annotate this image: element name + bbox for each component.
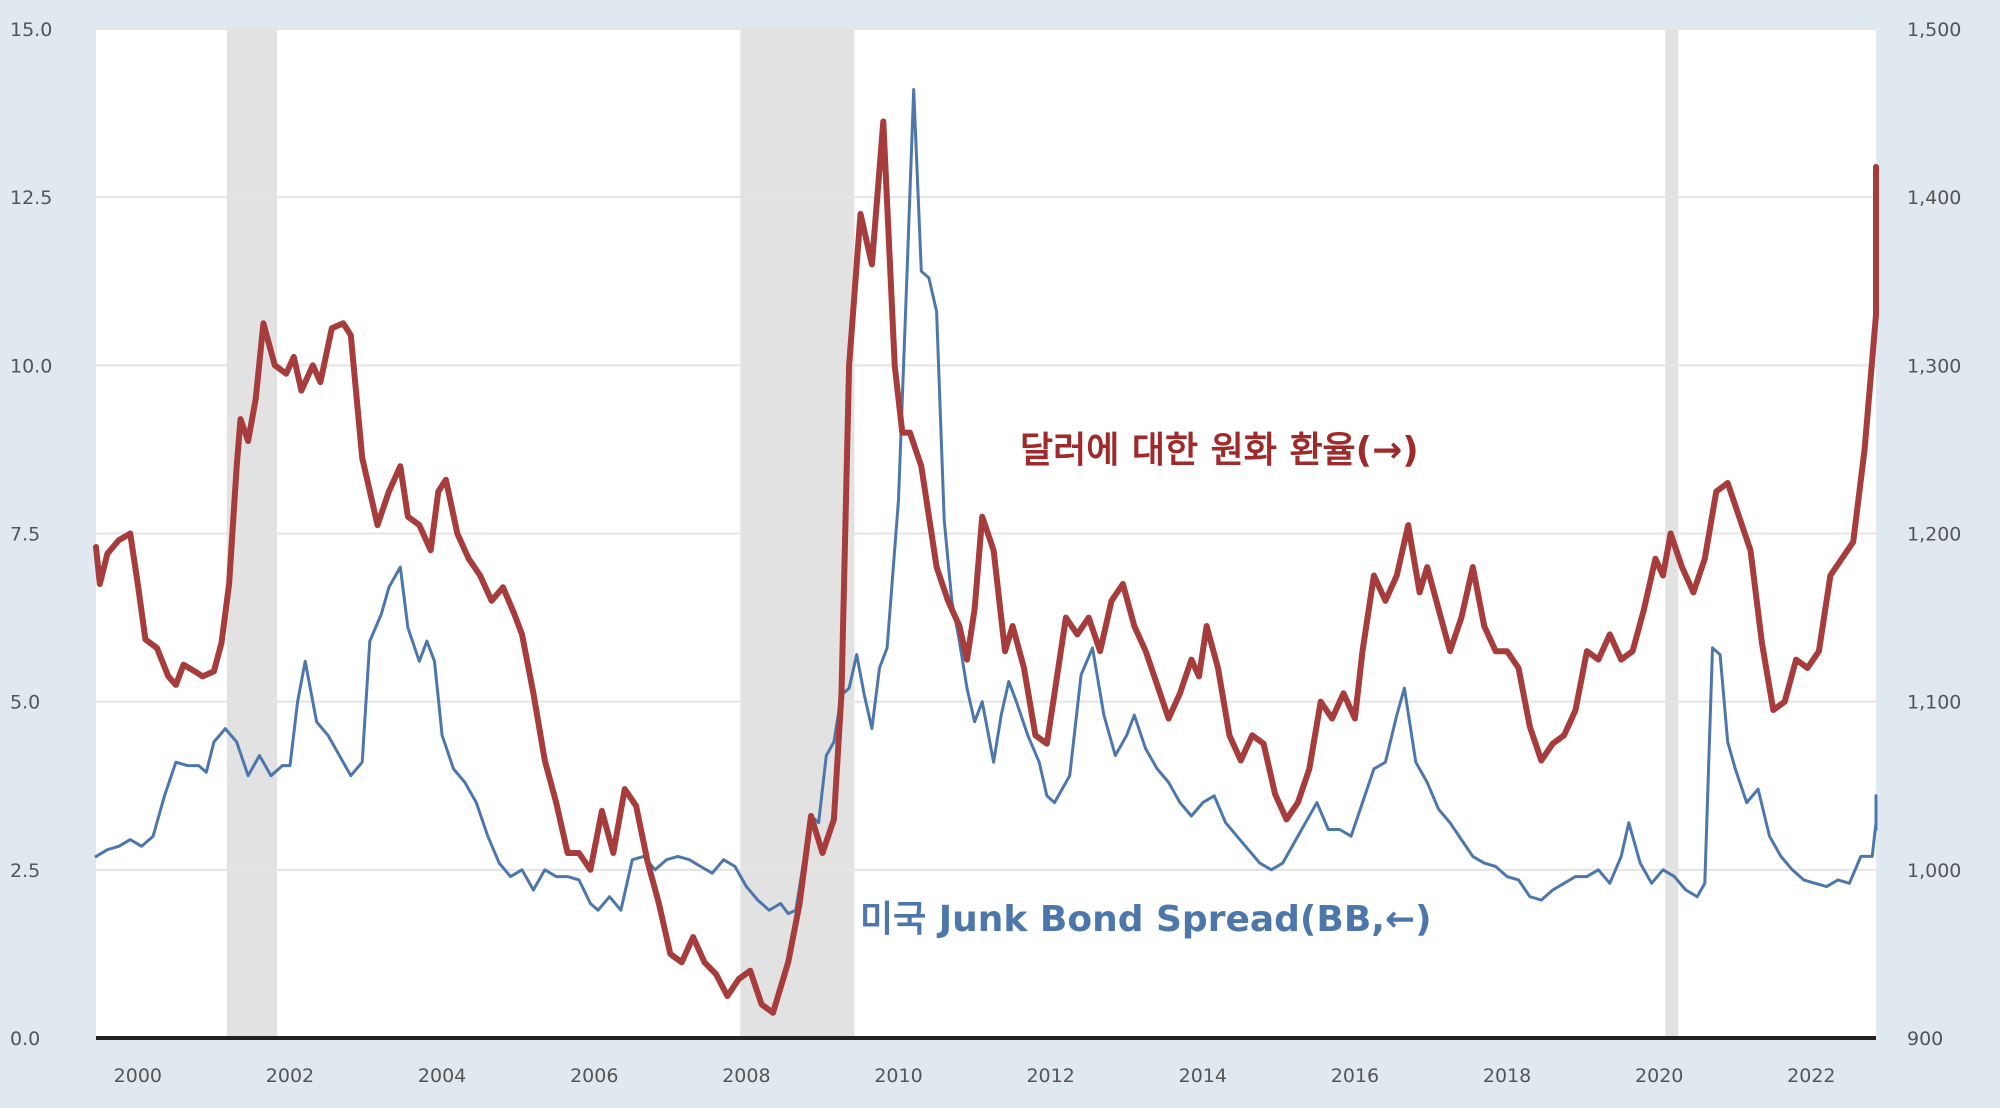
- y-left-tick-label: 15.0: [10, 19, 52, 41]
- y-left-tick-label: 0.0: [10, 1028, 40, 1050]
- x-tick-label: 2002: [266, 1065, 314, 1087]
- x-tick-label: 2000: [114, 1065, 162, 1087]
- y-right-tick-label: 1,200: [1907, 524, 1961, 546]
- x-tick-label: 2020: [1635, 1065, 1683, 1087]
- x-tick-label: 2022: [1787, 1065, 1835, 1087]
- x-tick-label: 2004: [418, 1065, 466, 1087]
- y-left-tick-label: 10.0: [10, 355, 52, 377]
- x-tick-label: 2006: [570, 1065, 618, 1087]
- red-series-label: 달러에 대한 원화 환율(→): [1020, 430, 1419, 471]
- x-tick-label: 2014: [1179, 1065, 1227, 1087]
- x-tick-label: 2008: [722, 1065, 770, 1087]
- y-left-tick-label: 2.5: [10, 860, 40, 882]
- blue-series-label: 미국 Junk Bond Spread(BB,←): [860, 899, 1432, 940]
- y-left-tick-label: 12.5: [10, 187, 52, 209]
- x-tick-label: 2018: [1483, 1065, 1531, 1087]
- x-tick-label: 2012: [1026, 1065, 1074, 1087]
- x-tick-label: 2010: [874, 1065, 922, 1087]
- y-right-tick-label: 900: [1907, 1028, 1943, 1050]
- y-right-tick-label: 1,100: [1907, 692, 1961, 714]
- y-right-tick-label: 1,400: [1907, 187, 1961, 209]
- y-right-tick-label: 1,500: [1907, 19, 1961, 41]
- junk-bond-spread-line: [94, 88, 1878, 916]
- y-left-tick-label: 5.0: [10, 692, 40, 714]
- krw-usd-exchange-rate-line: [93, 118, 1879, 1016]
- y-right-tick-label: 1,300: [1907, 355, 1961, 377]
- y-left-tick-label: 7.5: [10, 524, 40, 546]
- y-right-tick-label: 1,000: [1907, 860, 1961, 882]
- x-tick-label: 2016: [1331, 1065, 1379, 1087]
